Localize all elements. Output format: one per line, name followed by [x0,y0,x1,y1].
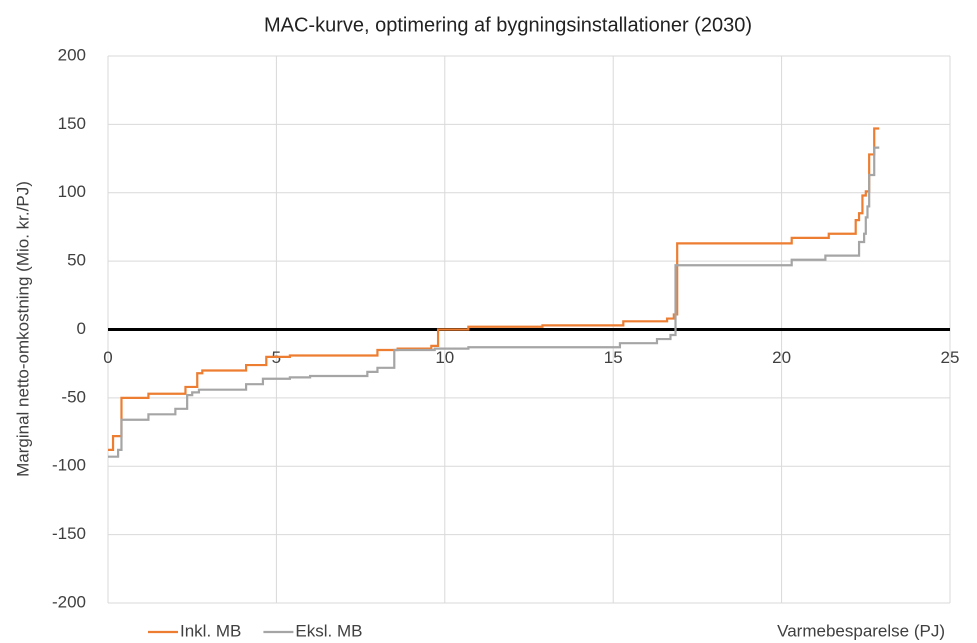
legend-label: Eksl. MB [295,621,362,640]
y-tick-label: 150 [58,114,86,133]
y-axis-label: Marginal netto-omkostning (Mio. kr./PJ) [13,181,32,477]
y-tick-label: 100 [58,182,86,201]
series-line [108,146,880,458]
x-tick-label: 15 [604,348,623,367]
x-axis-label: Varmebesparelse (PJ) [777,621,945,640]
chart-title: MAC-kurve, optimering af bygningsinstall… [264,14,752,36]
y-tick-label: 50 [67,251,86,270]
series-line [108,127,880,451]
x-tick-label: 25 [941,348,960,367]
x-tick-label: 0 [103,348,112,367]
y-tick-label: 0 [77,319,86,338]
y-tick-label: -200 [52,592,86,611]
x-tick-label: 10 [435,348,454,367]
y-tick-label: -150 [52,524,86,543]
x-tick-label: 20 [772,348,791,367]
y-tick-label: -100 [52,456,86,475]
legend-label: Inkl. MB [180,621,241,640]
y-tick-label: 200 [58,45,86,64]
y-tick-label: -50 [61,387,86,406]
